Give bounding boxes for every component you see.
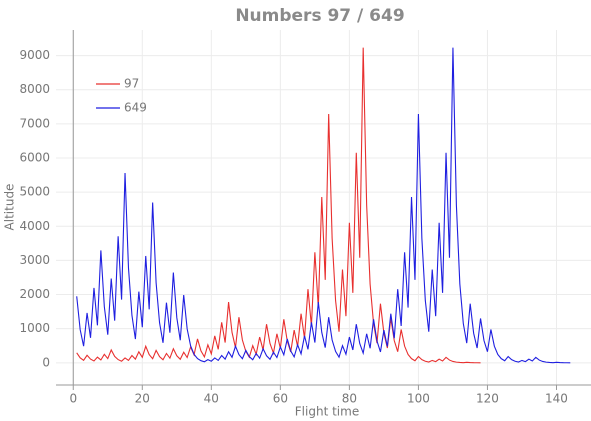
y-tick-label: 5000	[19, 185, 50, 199]
x-tick-label: 80	[342, 392, 357, 406]
legend-label: 649	[124, 101, 147, 115]
y-tick-label: 2000	[19, 287, 50, 301]
line-series	[76, 47, 481, 364]
y-tick-label: 6000	[19, 151, 50, 165]
x-tick-label: 100	[407, 392, 430, 406]
legend-label: 97	[124, 77, 139, 91]
x-tick-label: 60	[273, 392, 288, 406]
y-axis-title: Altitude	[3, 184, 17, 231]
y-tick-label: 7000	[19, 116, 50, 130]
y-tick-label: 3000	[19, 253, 50, 267]
line-series	[76, 47, 571, 364]
y-tick-label: 4000	[19, 219, 50, 233]
x-tick-label: 20	[135, 392, 150, 406]
x-tick-label: 140	[545, 392, 568, 406]
y-tick-label: 8000	[19, 82, 50, 96]
x-axis-title: Flight time	[295, 405, 359, 419]
x-tick-label: 0	[69, 392, 77, 406]
y-tick-label: 9000	[19, 48, 50, 62]
y-tick-label: 1000	[19, 321, 50, 335]
x-tick-label: 40	[204, 392, 219, 406]
x-tick-label: 120	[476, 392, 499, 406]
chart-title: Numbers 97 / 649	[235, 6, 404, 26]
y-tick-label: 0	[42, 355, 50, 369]
